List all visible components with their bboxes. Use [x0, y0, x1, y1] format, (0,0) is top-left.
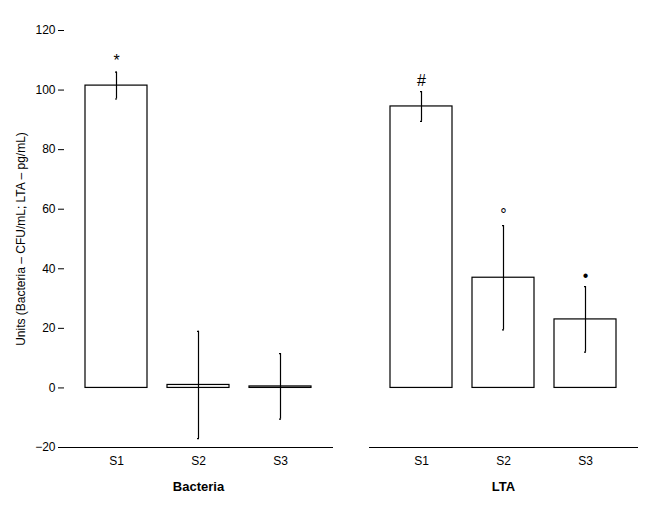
- svg-text:•: •: [583, 267, 589, 284]
- svg-text:S1: S1: [109, 454, 124, 468]
- svg-text:120: 120: [35, 23, 55, 37]
- svg-text:40: 40: [42, 262, 56, 276]
- svg-text:Units (Bacteria – CFU/mL; LTA: Units (Bacteria – CFU/mL; LTA – pg/mL): [14, 132, 28, 346]
- svg-text:LTA: LTA: [492, 479, 516, 494]
- svg-text:°: °: [500, 206, 506, 223]
- svg-text:*: *: [113, 52, 119, 69]
- svg-text:S2: S2: [496, 454, 511, 468]
- svg-text:S1: S1: [414, 454, 429, 468]
- svg-text:S3: S3: [273, 454, 288, 468]
- svg-text:Bacteria: Bacteria: [173, 479, 225, 494]
- svg-text:80: 80: [42, 142, 56, 156]
- svg-text:0: 0: [49, 381, 56, 395]
- svg-text:#: #: [417, 72, 426, 89]
- svg-text:100: 100: [35, 83, 55, 97]
- svg-text:20: 20: [42, 321, 56, 335]
- svg-text:S3: S3: [578, 454, 593, 468]
- svg-text:−20: −20: [35, 440, 56, 454]
- svg-text:60: 60: [42, 202, 56, 216]
- svg-text:S2: S2: [191, 454, 206, 468]
